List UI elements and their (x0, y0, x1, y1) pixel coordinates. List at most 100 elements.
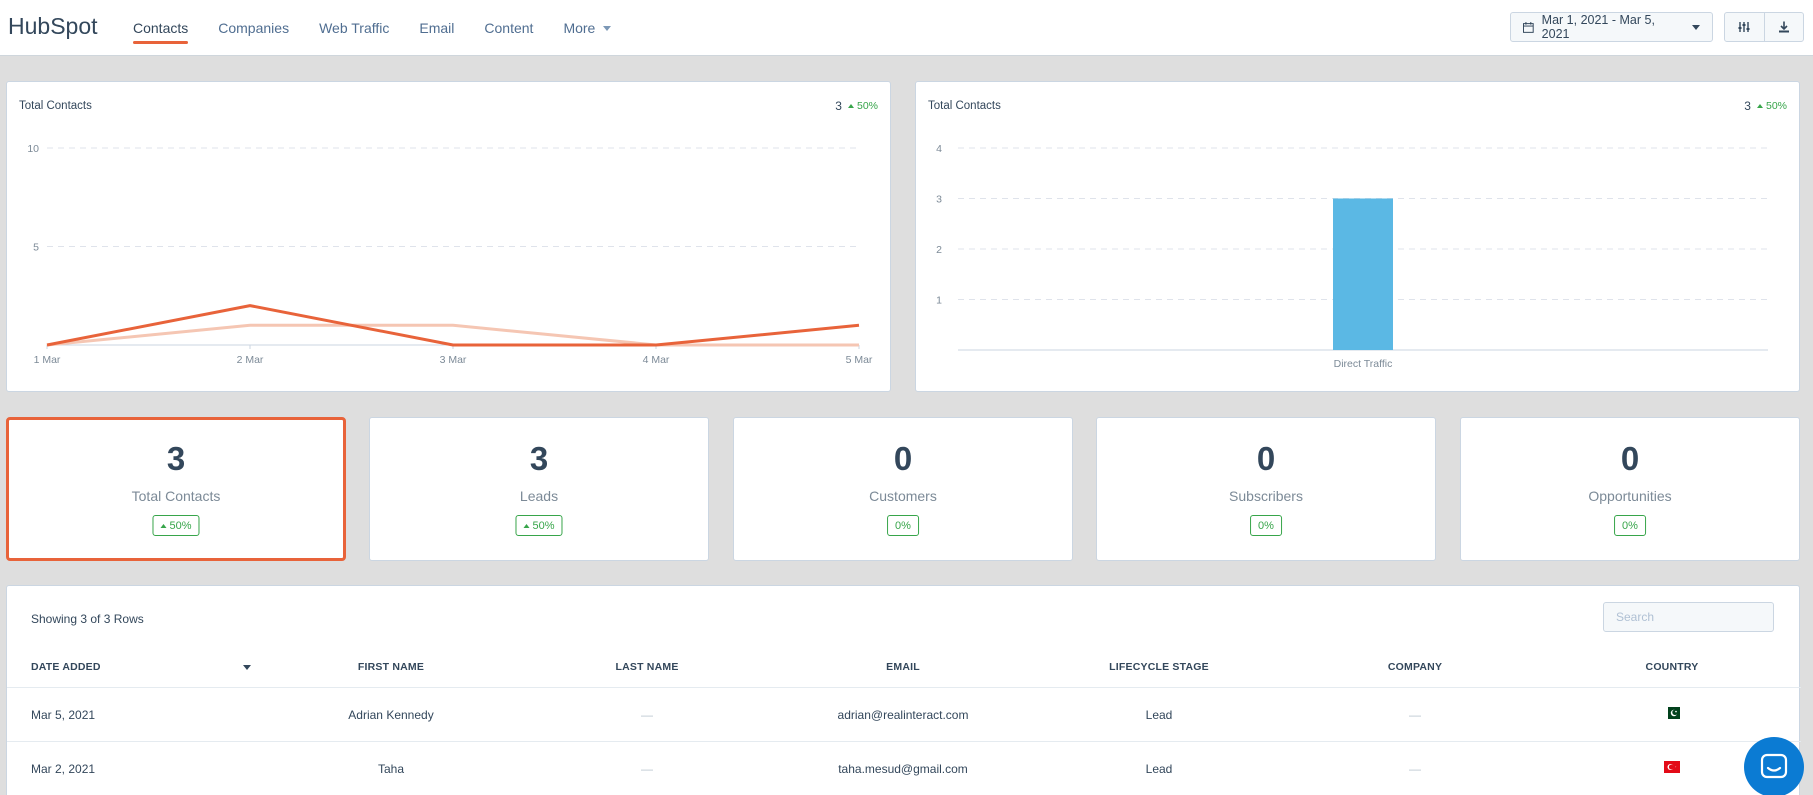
chat-launcher-button[interactable] (1744, 737, 1804, 795)
top-navigation-bar: HubSpot Contacts Companies Web Traffic E… (0, 0, 1813, 56)
cell-email[interactable]: adrian@realinteract.com (837, 708, 969, 722)
nav-tab-label: Content (484, 20, 534, 36)
cell-lifecycle-stage: Lead (1145, 762, 1173, 776)
kpi-change-text: 0% (1258, 519, 1274, 532)
chart-stat: 3 50% (1744, 99, 1787, 113)
nav-tab-companies[interactable]: Companies (203, 0, 304, 56)
series-line-2 (46, 323, 859, 347)
sliders-icon (1738, 22, 1750, 32)
x-tick-label: 4 Mar (643, 354, 670, 366)
chart-stat-change-text: 50% (1765, 100, 1787, 112)
main-nav: Contacts Companies Web Traffic Email Con… (118, 0, 626, 56)
column-header-email[interactable]: EMAIL (886, 661, 920, 673)
brand-logo[interactable]: HubSpot (8, 13, 98, 39)
nav-more-dropdown[interactable]: More (548, 0, 626, 56)
table-row[interactable]: Mar 5, 2021 Adrian Kennedy — adrian@real… (7, 688, 1801, 742)
nav-tab-label: Contacts (133, 20, 189, 36)
cell-first-name[interactable]: Adrian Kennedy (348, 708, 434, 722)
bar-chart: 1 2 3 4 Direct Traffic (936, 143, 1768, 370)
chart-stat-change-text: 50% (856, 100, 878, 112)
kpi-total-contacts[interactable]: 3 Total Contacts 50% (6, 417, 346, 561)
line-chart: 5 10 1 Mar 2 Mar 3 Mar 4 Mar 5 Mar (27, 143, 873, 366)
chart-stat-change: 50% (847, 100, 878, 112)
x-tick-label: Direct Traffic (1334, 358, 1393, 370)
sort-desc-icon[interactable] (243, 665, 251, 670)
y-tick-label: 1 (936, 295, 942, 307)
chat-icon (1760, 753, 1788, 779)
table-row[interactable]: Mar 2, 2021 Taha — taha.mesud@gmail.com … (7, 742, 1801, 795)
kpi-label: Leads (519, 488, 559, 504)
toolbar-buttons (1724, 12, 1804, 42)
arrow-up-icon (160, 523, 167, 528)
kpi-subscribers[interactable]: 0 Subscribers 0% (1096, 417, 1436, 561)
search-input[interactable] (1603, 602, 1774, 632)
download-icon (1778, 21, 1789, 33)
export-button[interactable] (1763, 13, 1804, 41)
chevron-down-icon (1692, 25, 1700, 30)
chevron-down-icon (603, 26, 612, 31)
cell-last-name: — (641, 762, 653, 776)
rows-count: Showing 3 of 3 Rows (31, 612, 144, 626)
nav-tab-label: More (563, 20, 596, 36)
contacts-table-card: Showing 3 of 3 Rows DATE ADDED FIRST NAM… (6, 585, 1801, 795)
arrow-up-icon (523, 523, 530, 528)
x-tick-label: 2 Mar (237, 354, 264, 366)
chart-stat-change: 50% (1756, 100, 1787, 112)
chart-title: Total Contacts (928, 100, 1001, 112)
y-tick-label: 2 (936, 244, 942, 256)
chart-stat-value: 3 (835, 99, 842, 113)
kpi-value: 0 (1256, 440, 1276, 477)
y-tick-label: 10 (27, 143, 39, 155)
column-header-country[interactable]: COUNTRY (1645, 661, 1699, 673)
bar (1333, 198, 1393, 350)
chart-title: Total Contacts (19, 100, 92, 112)
customize-columns-button[interactable] (1725, 13, 1764, 41)
chart-stat: 3 50% (835, 99, 878, 113)
kpi-opportunities[interactable]: 0 Opportunities 0% (1460, 417, 1800, 561)
kpi-value: 0 (893, 440, 913, 477)
cell-first-name[interactable]: Taha (377, 762, 405, 776)
kpi-value: 0 (1620, 440, 1640, 477)
y-tick-label: 4 (936, 143, 942, 155)
table-header: DATE ADDED FIRST NAME LAST NAME EMAIL LI… (7, 646, 1801, 688)
cell-lifecycle-stage: Lead (1145, 708, 1173, 722)
cell-last-name: — (641, 708, 653, 722)
bar-chart-card: Total Contacts 3 50% 1 2 3 4 Direct Traffic (915, 81, 1800, 392)
kpi-label: Subscribers (1229, 488, 1303, 504)
nav-tab-content[interactable]: Content (469, 0, 548, 56)
arrow-up-icon (847, 104, 854, 108)
kpi-customers[interactable]: 0 Customers 0% (733, 417, 1073, 561)
kpi-leads[interactable]: 3 Leads 50% (369, 417, 709, 561)
arrow-up-icon (1756, 104, 1763, 108)
cell-company: — (1409, 762, 1421, 776)
kpi-value: 3 (529, 440, 549, 477)
kpi-label: Total Contacts (131, 488, 221, 504)
y-tick-label: 5 (33, 242, 39, 254)
y-tick-label: 3 (936, 194, 942, 206)
chart-stat-value: 3 (1744, 99, 1751, 113)
column-header-last-name[interactable]: LAST NAME (615, 661, 679, 673)
kpi-change-text: 50% (532, 519, 555, 532)
kpi-change-text: 0% (895, 519, 911, 532)
nav-tab-contacts[interactable]: Contacts (118, 0, 203, 56)
kpi-label: Customers (869, 488, 937, 504)
column-header-lifecycle-stage[interactable]: LIFECYCLE STAGE (1109, 661, 1209, 673)
kpi-value: 3 (166, 440, 186, 477)
date-range-label: Mar 1, 2021 - Mar 5, 2021 (1541, 13, 1655, 41)
kpi-change-text: 0% (1622, 519, 1638, 532)
cell-email[interactable]: taha.mesud@gmail.com (838, 762, 968, 776)
nav-tab-email[interactable]: Email (404, 0, 469, 56)
calendar-icon (1523, 21, 1534, 33)
kpi-change-badge: 50% (152, 515, 200, 536)
turkey-flag-icon (1664, 761, 1680, 773)
column-header-company[interactable]: COMPANY (1387, 661, 1443, 673)
kpi-change-badge: 50% (515, 515, 563, 536)
column-header-date-added[interactable]: DATE ADDED (31, 661, 101, 673)
nav-tab-label: Email (419, 20, 455, 36)
column-header-first-name[interactable]: FIRST NAME (357, 661, 425, 673)
date-range-picker[interactable]: Mar 1, 2021 - Mar 5, 2021 (1510, 12, 1713, 42)
nav-tab-web-traffic[interactable]: Web Traffic (304, 0, 404, 56)
line-chart-card: Total Contacts 3 50% 5 10 1 Mar 2 Mar 3 Mar 4… (6, 81, 891, 392)
nav-tab-label: Web Traffic (319, 20, 390, 36)
kpi-change-badge: 0% (1614, 515, 1646, 536)
